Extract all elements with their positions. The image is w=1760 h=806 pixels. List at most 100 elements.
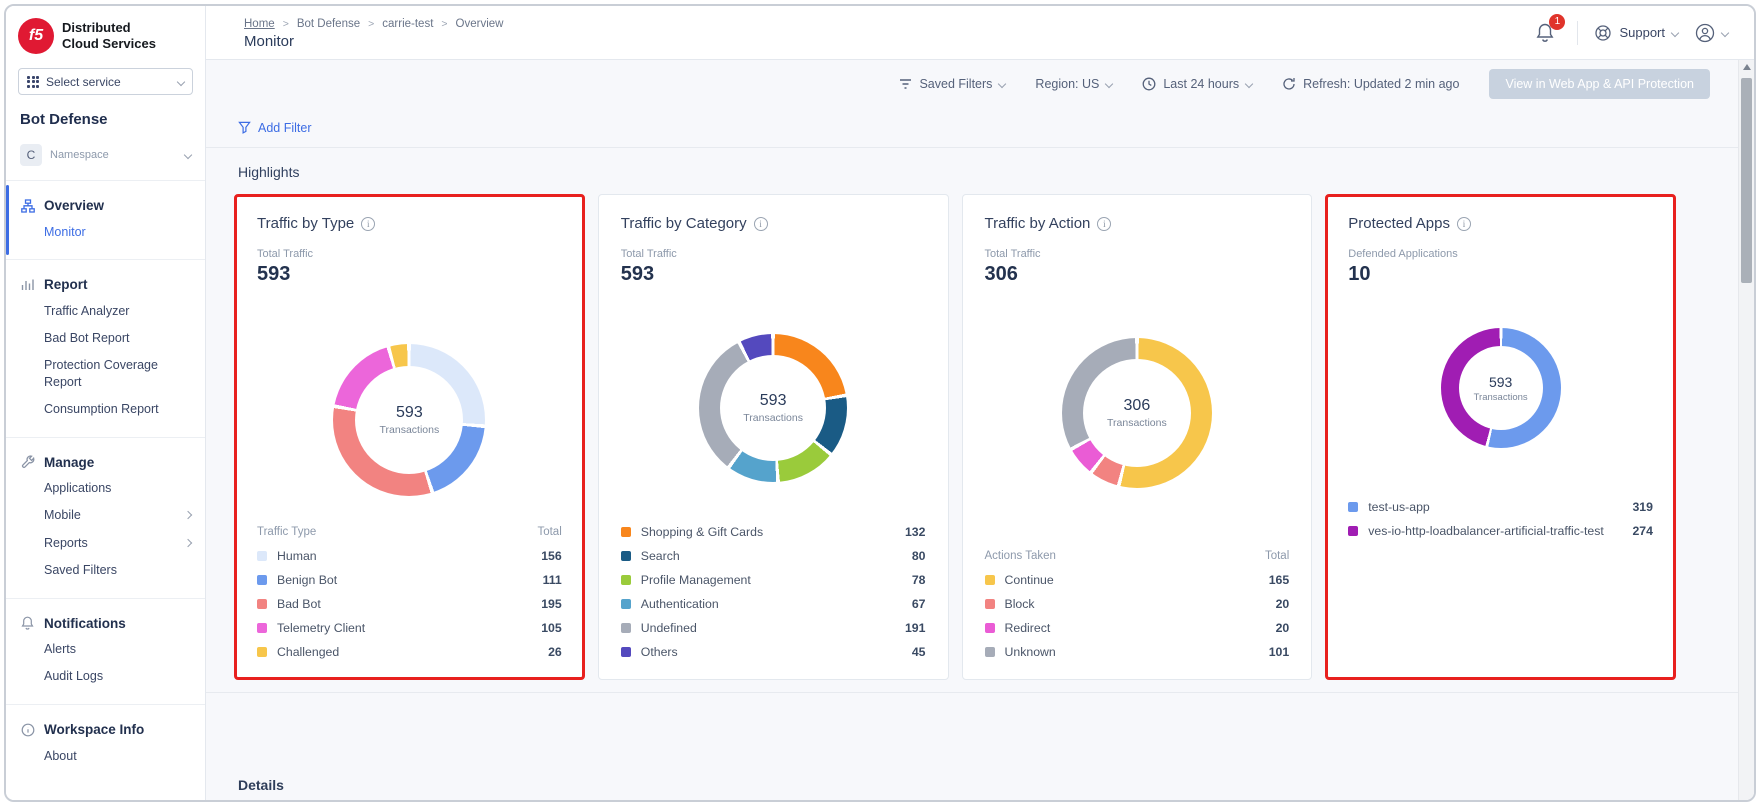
donut-center: 593 Transactions [1459, 346, 1543, 430]
legend-label: Block [1005, 597, 1276, 611]
legend-item: test-us-app319 [1348, 500, 1653, 514]
card-title: Traffic by Category [621, 215, 747, 232]
legend-swatch [621, 551, 631, 561]
sidebar-item-notifications[interactable]: Notifications [6, 611, 205, 636]
refresh-label: Refresh: Updated 2 min ago [1303, 77, 1459, 91]
saved-filters-dropdown[interactable]: Saved Filters [899, 77, 1005, 91]
apps-grid-icon [27, 76, 39, 88]
sidebar-item-label: Report [44, 277, 88, 292]
refresh-button[interactable]: Refresh: Updated 2 min ago [1282, 77, 1459, 91]
card-title: Protected Apps [1348, 215, 1450, 232]
card-title: Traffic by Action [985, 215, 1091, 232]
info-icon[interactable]: i [1097, 217, 1111, 231]
sidebar-item-workspace-info[interactable]: Workspace Info [6, 717, 205, 742]
legend-swatch [257, 647, 267, 657]
legend-value: 20 [1276, 597, 1290, 611]
legend-value: 195 [541, 597, 562, 611]
notifications-button[interactable]: 1 [1529, 20, 1561, 46]
content: Saved Filters Region: US Last 24 hours R… [206, 60, 1754, 800]
nav-section-overview: Overview Monitor [6, 181, 205, 259]
saved-filters-label: Saved Filters [919, 77, 992, 91]
legend-label: ves-io-http-loadbalancer-artificial-traf… [1368, 524, 1632, 538]
legend-value: 20 [1276, 621, 1290, 635]
sidebar-item-overview[interactable]: Overview [6, 193, 205, 218]
sidebar-item-monitor[interactable]: Monitor [6, 218, 205, 245]
sidebar-item-report[interactable]: Report [6, 272, 205, 297]
legend-label: Others [641, 645, 912, 659]
time-range-dropdown[interactable]: Last 24 hours [1142, 77, 1252, 91]
sidebar-item-protection-coverage-report[interactable]: Protection Coverage Report [6, 352, 205, 396]
legend-items: Shopping & Gift Cards132Search80Profile … [621, 525, 926, 659]
breadcrumb-home[interactable]: Home [244, 18, 275, 30]
sidebar-item-label: Protection Coverage Report [44, 357, 191, 390]
legend-value: 26 [548, 645, 562, 659]
info-icon[interactable]: i [754, 217, 768, 231]
breadcrumb-separator: > [283, 18, 289, 30]
breadcrumb-bot-defense[interactable]: Bot Defense [297, 18, 360, 30]
sidebar-item-audit-logs[interactable]: Audit Logs [6, 663, 205, 690]
legend-swatch [1348, 526, 1358, 536]
legend-value: 274 [1632, 524, 1653, 538]
sidebar-item-reports[interactable]: Reports [6, 529, 205, 556]
info-icon[interactable]: i [1457, 217, 1471, 231]
breadcrumb: Home > Bot Defense > carrie-test > Overv… [244, 16, 1529, 30]
breadcrumb-overview[interactable]: Overview [456, 18, 504, 30]
legend-swatch [985, 575, 995, 585]
region-dropdown[interactable]: Region: US [1035, 77, 1112, 91]
legend-label: Unknown [1005, 645, 1269, 659]
sidebar-item-label: Applications [44, 480, 191, 496]
namespace-selector[interactable]: C Namespace [6, 132, 205, 180]
legend-swatch [257, 623, 267, 633]
scrollbar-up-arrow[interactable] [1739, 64, 1754, 70]
chevron-down-icon [998, 80, 1006, 88]
sidebar-item-saved-filters[interactable]: Saved Filters [6, 556, 205, 583]
support-menu[interactable]: Support [1594, 24, 1678, 42]
chevron-down-icon [1105, 80, 1113, 88]
legend-label: Challenged [277, 645, 548, 659]
time-range-label: Last 24 hours [1163, 77, 1239, 91]
sidebar-item-consumption-report[interactable]: Consumption Report [6, 395, 205, 422]
user-menu[interactable] [1694, 22, 1728, 44]
info-icon[interactable]: i [361, 217, 375, 231]
active-indicator [6, 185, 9, 255]
donut-center-label: Transactions [1107, 417, 1167, 429]
sidebar-item-bad-bot-report[interactable]: Bad Bot Report [6, 325, 205, 352]
add-filter-button[interactable]: Add Filter [238, 121, 312, 135]
sidebar-item-alerts[interactable]: Alerts [6, 636, 205, 663]
divider [1577, 21, 1578, 45]
legend-swatch [257, 575, 267, 585]
user-avatar-icon [1694, 22, 1716, 44]
sidebar-item-traffic-analyzer[interactable]: Traffic Analyzer [6, 297, 205, 324]
highlights-cards: Traffic by Type i Total Traffic 593 593 … [206, 194, 1754, 680]
scrollbar[interactable] [1738, 60, 1754, 800]
legend-items: test-us-app319 ves-io-http-loadbalancer-a… [1348, 500, 1653, 538]
breadcrumb-namespace[interactable]: carrie-test [382, 18, 433, 30]
legend-header: Traffic Type Total [257, 526, 562, 538]
legend: Actions Taken Total Continue165Block20Re… [985, 550, 1290, 659]
select-service-dropdown[interactable]: Select service [18, 68, 193, 95]
support-icon [1594, 24, 1612, 42]
brand-logo: f5 Distributed Cloud Services [6, 6, 205, 64]
scrollbar-thumb[interactable] [1741, 78, 1752, 283]
bar-chart-icon [20, 278, 35, 291]
legend-value: 156 [541, 549, 562, 563]
view-in-waap-button[interactable]: View in Web App & API Protection [1489, 69, 1710, 99]
stat-value: 593 [257, 263, 562, 286]
legend-value: 80 [912, 549, 926, 563]
sidebar-item-about[interactable]: About [6, 742, 205, 769]
legend-items: Continue165Block20Redirect20Unknown101 [985, 573, 1290, 659]
chevron-down-icon [184, 151, 192, 159]
legend-value: 101 [1269, 645, 1290, 659]
stat-label: Defended Applications [1348, 248, 1653, 260]
sidebar-item-manage[interactable]: Manage [6, 450, 205, 475]
sidebar-item-label: Monitor [44, 224, 191, 240]
donut-center-label: Transactions [743, 412, 803, 424]
chevron-right-icon [184, 538, 192, 546]
donut-center-value: 593 [760, 392, 787, 410]
legend-value: 191 [905, 621, 926, 635]
sidebar-item-applications[interactable]: Applications [6, 475, 205, 502]
legend-label: Telemetry Client [277, 621, 541, 635]
sidebar-item-mobile[interactable]: Mobile [6, 502, 205, 529]
filter-lines-icon [899, 78, 912, 90]
legend-swatch [985, 599, 995, 609]
